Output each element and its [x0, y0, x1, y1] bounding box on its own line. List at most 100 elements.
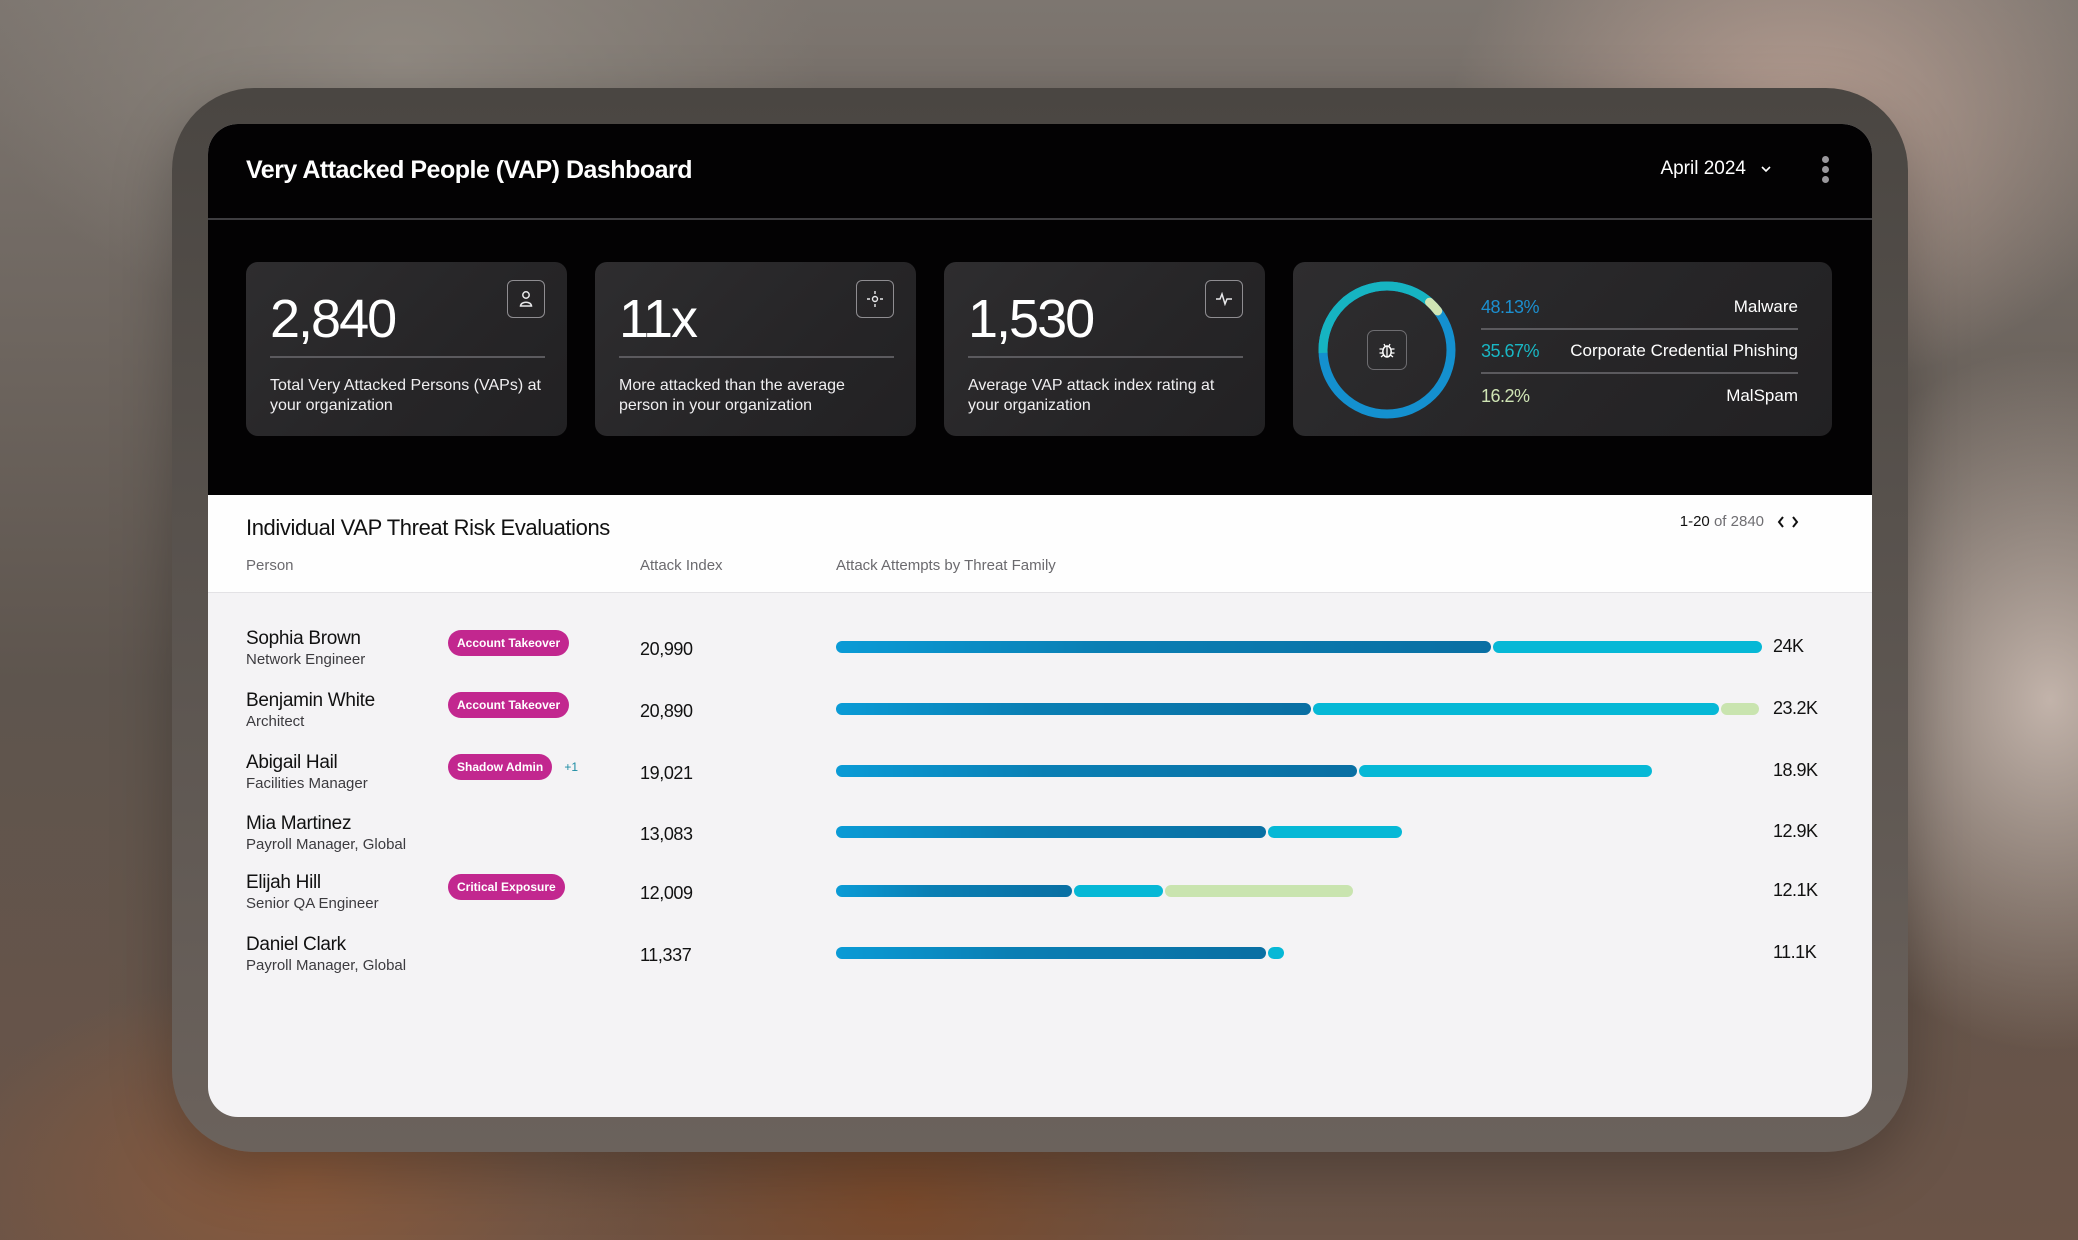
- page-title: Very Attacked People (VAP) Dashboard: [246, 156, 693, 184]
- person-role: Payroll Manager, Global: [246, 957, 407, 974]
- date-range-dropdown[interactable]: April 2024: [1660, 158, 1772, 180]
- legend-label: Corporate Credential Phishing: [1570, 341, 1798, 360]
- bar-segment-malware: [836, 703, 1311, 715]
- bar-segment-phish: [1493, 641, 1762, 653]
- table-row[interactable]: Abigail Hail Facilities Manager Shadow Adm…: [208, 744, 1872, 814]
- attack-index-value: 19,021: [640, 763, 693, 783]
- table-row[interactable]: Sophia Brown Network Engineer Account Take…: [208, 620, 1872, 690]
- legend-label: MalSpam: [1726, 386, 1798, 405]
- pulse-icon: [1205, 280, 1243, 318]
- bar-segment-malware: [836, 947, 1266, 959]
- bar-segment-phish: [1313, 703, 1719, 715]
- chevron-down-icon: [1761, 166, 1771, 173]
- threat-family-bar: [836, 947, 1284, 959]
- person-name[interactable]: Elijah Hill: [246, 872, 321, 893]
- more-tags-count[interactable]: +1: [564, 760, 579, 774]
- threat-family-bar: [836, 885, 1353, 897]
- person-icon: [507, 280, 545, 318]
- stat-card-average-index: 1,530 Average VAP attack index rating at…: [944, 262, 1265, 436]
- table-header: Individual VAP Threat Risk Evaluations 1…: [208, 495, 1872, 593]
- attempts-total: 12.9K: [1773, 821, 1818, 841]
- bug-icon: [1367, 330, 1407, 370]
- stat-value: 11x: [619, 289, 698, 349]
- person-role: Payroll Manager, Global: [246, 836, 407, 853]
- pagination-range: 1-20: [1679, 513, 1710, 530]
- bar-segment-phish: [1268, 947, 1284, 959]
- risk-tag[interactable]: Shadow Admin: [448, 754, 553, 780]
- attempts-total: 23.2K: [1773, 698, 1818, 718]
- person-role: Senior QA Engineer: [246, 895, 379, 912]
- person-name[interactable]: Daniel Clark: [246, 934, 346, 955]
- bar-segment-phish: [1268, 826, 1402, 838]
- divider: [619, 356, 894, 358]
- dashboard-header: Very Attacked People (VAP) Dashboard Apr…: [208, 124, 1872, 220]
- threat-legend: 48.13% Malware 35.67% Corporate Credenti…: [1481, 286, 1798, 418]
- legend-percent: 16.2%: [1481, 385, 1530, 406]
- legend-percent: 48.13%: [1481, 296, 1540, 317]
- legend-label: Malware: [1733, 297, 1798, 316]
- person-name[interactable]: Abigail Hail: [246, 752, 338, 773]
- attack-index-value: 20,990: [640, 639, 693, 659]
- previous-page-icon[interactable]: [1776, 515, 1786, 529]
- attempts-total: 18.9K: [1773, 760, 1818, 780]
- risk-tag[interactable]: Account Takeover: [448, 692, 570, 718]
- bar-segment-spam: [1165, 885, 1353, 897]
- summary-section: Very Attacked People (VAP) Dashboard Apr…: [208, 124, 1872, 495]
- attack-index-value: 20,890: [640, 701, 693, 721]
- divider: [270, 356, 545, 358]
- stat-value: 2,840: [270, 289, 397, 349]
- bar-segment-phish: [1074, 885, 1163, 897]
- vap-table-section: Individual VAP Threat Risk Evaluations 1…: [208, 495, 1872, 1117]
- threat-family-bar: [836, 641, 1762, 653]
- column-header-attack-attempts[interactable]: Attack Attempts by Threat Family: [836, 557, 1056, 574]
- table-row[interactable]: Elijah Hill Senior QA Engineer Critical Ex…: [208, 864, 1872, 934]
- column-header-person[interactable]: Person: [246, 557, 294, 574]
- bar-segment-spam: [1721, 703, 1759, 715]
- person-role: Architect: [246, 713, 305, 730]
- table-row[interactable]: Benjamin White Architect Account Takeover 2…: [208, 682, 1872, 752]
- person-role: Facilities Manager: [246, 775, 368, 792]
- column-header-attack-index[interactable]: Attack Index: [640, 557, 723, 574]
- legend-percent: 35.67%: [1481, 340, 1540, 361]
- attack-index-value: 13,083: [640, 824, 693, 844]
- threat-family-bar: [836, 703, 1759, 715]
- stat-description: Average VAP attack index rating at your …: [968, 377, 1215, 414]
- bar-segment-phish: [1359, 765, 1652, 777]
- risk-tag[interactable]: Critical Exposure: [448, 874, 565, 900]
- attack-index-value: 12,009: [640, 883, 693, 903]
- person-role: Network Engineer: [246, 651, 366, 668]
- table-row[interactable]: Daniel Clark Payroll Manager, Global 11,33…: [208, 926, 1872, 996]
- stat-card-total-vaps: 2,840 Total Very Attacked Persons (VAPs)…: [246, 262, 567, 436]
- threat-donut-chart: [1318, 281, 1456, 419]
- legend-row-phishing: 35.67% Corporate Credential Phishing: [1481, 330, 1798, 374]
- stat-card-attack-multiplier: 11x More attacked than the average perso…: [595, 262, 916, 436]
- section-title: Individual VAP Threat Risk Evaluations: [246, 515, 610, 540]
- date-range-value: April 2024: [1660, 158, 1746, 179]
- risk-tag[interactable]: Account Takeover: [448, 630, 570, 656]
- attempts-total: 12.1K: [1773, 880, 1818, 900]
- stat-value: 1,530: [968, 289, 1095, 349]
- attempts-total: 11.1K: [1773, 942, 1817, 962]
- bar-segment-malware: [836, 765, 1357, 777]
- threat-family-bar: [836, 765, 1652, 777]
- stat-description: Total Very Attacked Persons (VAPs) at yo…: [270, 377, 541, 414]
- next-page-icon[interactable]: [1790, 515, 1800, 529]
- dashboard-panel: Very Attacked People (VAP) Dashboard Apr…: [208, 124, 1872, 1117]
- attempts-total: 24K: [1773, 636, 1804, 656]
- legend-row-malware: 48.13% Malware: [1481, 286, 1798, 330]
- legend-row-malspam: 16.2% MalSpam: [1481, 374, 1798, 418]
- person-name[interactable]: Benjamin White: [246, 690, 375, 711]
- threat-family-bar: [836, 826, 1402, 838]
- stat-description: More attacked than the average person in…: [619, 377, 845, 414]
- more-options-kebab-icon[interactable]: [1820, 156, 1830, 184]
- table-row[interactable]: Mia Martinez Payroll Manager, Global 13,08…: [208, 805, 1872, 875]
- bar-segment-malware: [836, 641, 1491, 653]
- bar-segment-malware: [836, 885, 1072, 897]
- person-name[interactable]: Sophia Brown: [246, 628, 361, 649]
- pagination-total: of 2840: [1713, 513, 1764, 530]
- person-name[interactable]: Mia Martinez: [246, 813, 352, 834]
- divider: [968, 356, 1243, 358]
- attack-index-value: 11,337: [640, 945, 692, 965]
- crosshair-icon: [856, 280, 894, 318]
- pagination: 1-20 of 2840: [1680, 513, 1800, 530]
